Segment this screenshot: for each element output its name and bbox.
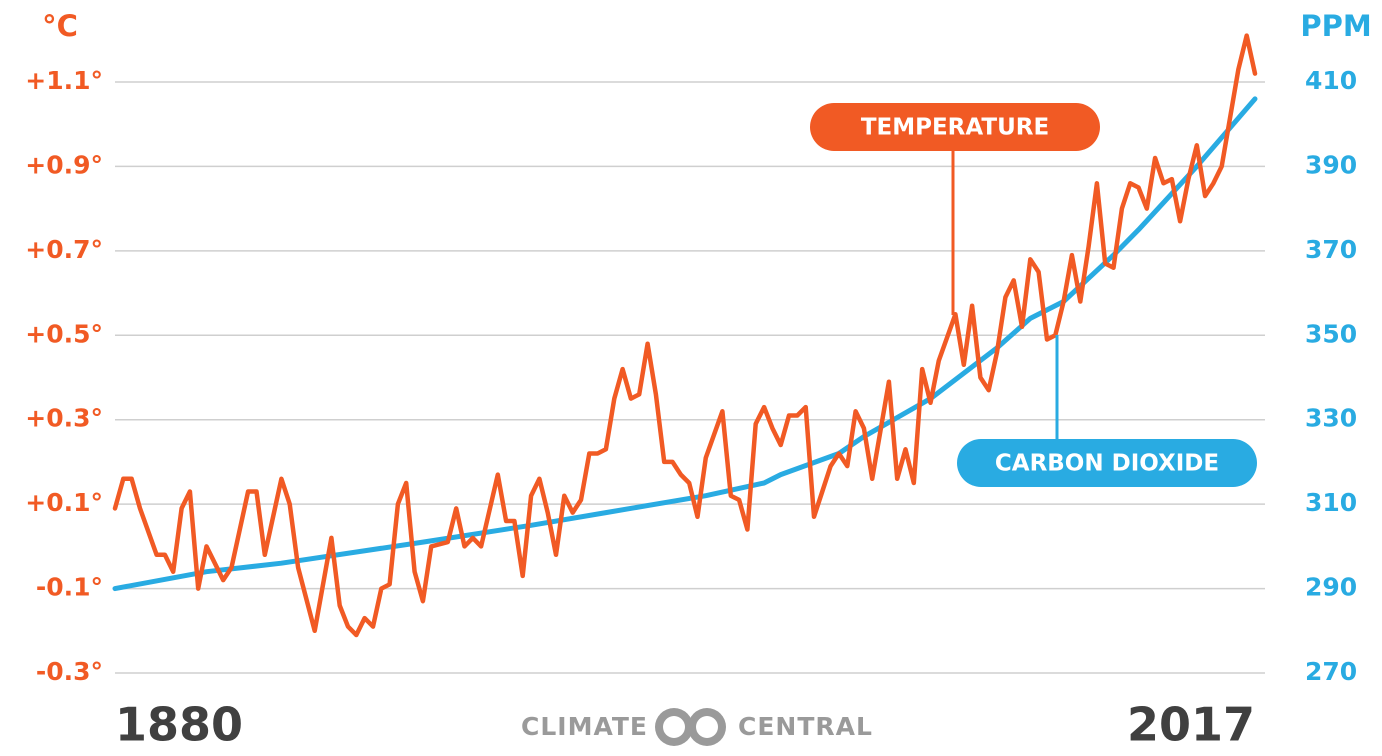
y-tick-label: -0.1° — [36, 573, 103, 602]
data-line — [112, 96, 1258, 592]
y2-tick-label: 370 — [1305, 235, 1357, 264]
y-tick-label: +1.1° — [25, 66, 103, 95]
y-tick-label: +0.5° — [25, 319, 103, 348]
y2-tick-label: 410 — [1305, 66, 1357, 95]
logo-text: CLIMATE — [521, 712, 648, 741]
y2-tick-label: 310 — [1305, 488, 1357, 517]
y-tick-label: +0.9° — [25, 150, 103, 179]
y2-axis-label: PPM — [1300, 9, 1371, 43]
logo-circle — [696, 716, 718, 738]
y-tick-label: -0.3° — [36, 657, 103, 686]
y2-tick-label: 290 — [1305, 573, 1357, 602]
logo-circle — [663, 716, 685, 738]
legend-item: CARBON DIOXIDE — [957, 335, 1257, 487]
legend-pill — [957, 439, 1257, 487]
y2-tick-label: 350 — [1305, 319, 1357, 348]
legend-label: CARBON DIOXIDE — [995, 451, 1219, 477]
x-tick-label: 1880 — [115, 698, 243, 752]
logo-text: CENTRAL — [738, 712, 873, 741]
y2-tick-label: 270 — [1305, 657, 1357, 686]
y-tick-label: +0.3° — [25, 404, 103, 433]
y-tick-label: +0.1° — [25, 488, 103, 517]
y2-tick-label: 330 — [1305, 404, 1357, 433]
legend-item: TEMPERATURE — [810, 103, 1100, 315]
y2-tick-label: 390 — [1305, 150, 1357, 179]
y-tick-label: +0.7° — [25, 235, 103, 264]
data-line — [112, 33, 1258, 638]
logo-mark — [655, 708, 726, 746]
x-tick-label: 2017 — [1127, 698, 1255, 752]
legend-pill — [810, 103, 1100, 151]
y-axis-label: °C — [42, 9, 78, 43]
legend-label: TEMPERATURE — [861, 115, 1049, 141]
